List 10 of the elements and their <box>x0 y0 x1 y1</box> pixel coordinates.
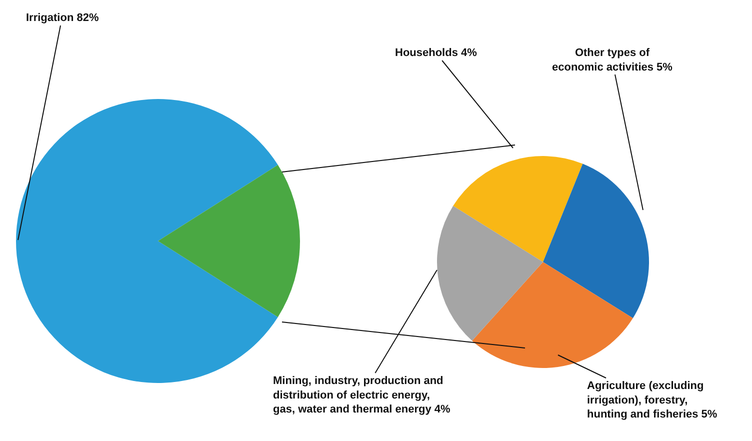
pie-slice <box>437 206 543 341</box>
pie-slice <box>543 164 649 318</box>
slice-label: Agriculture (excluding irrigation), forestry, hunting and fisheries 5% <box>587 380 718 421</box>
slice-label: Other types of economic activities 5% <box>552 47 673 74</box>
slice-label: Mining, industry, production and distribution of electric energy, gas, water and thermal energy 4% <box>273 375 451 416</box>
pie-slice <box>472 262 633 368</box>
slice-label: Irrigation 82% <box>26 12 99 24</box>
slice-label: Households 4% <box>395 47 478 59</box>
pie-slice <box>453 156 583 262</box>
pie-slice <box>158 164 300 318</box>
